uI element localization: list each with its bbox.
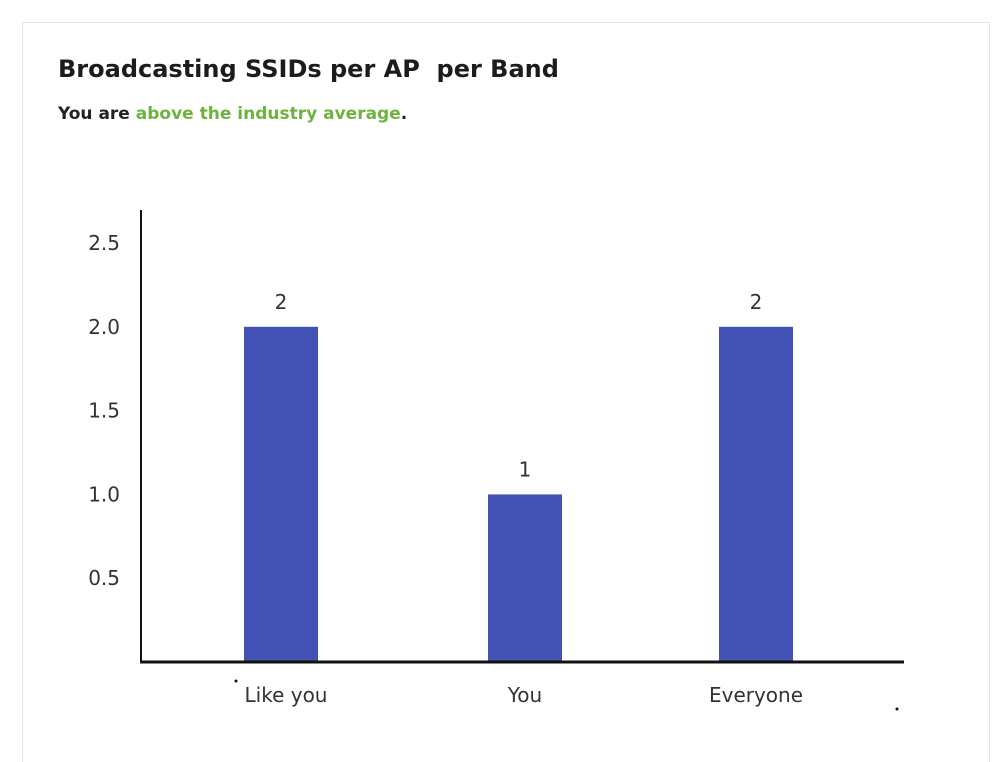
bar	[488, 494, 562, 662]
y-tick-label: 1.5	[88, 399, 120, 423]
data-labels: 2 1 2	[275, 290, 763, 482]
chart-subtitle: You are above the industry average.	[58, 104, 407, 124]
bar-chart: 0.5 1.0 1.5 2.0 2.5 2 1 2 Like you You Everyone	[88, 210, 904, 711]
stray-dot	[234, 679, 238, 683]
stray-dot	[895, 707, 899, 711]
y-tick-label: 1.0	[88, 482, 120, 506]
subtitle-suffix: .	[400, 104, 408, 124]
bar-value-label: 1	[519, 457, 532, 481]
subtitle-highlight: above the industry average	[135, 104, 401, 124]
bar-value-label: 2	[275, 290, 288, 314]
x-category-label: You	[507, 683, 542, 707]
y-tick-label: 2.0	[88, 315, 120, 339]
y-axis-ticks: 0.5 1.0 1.5 2.0 2.5	[88, 231, 120, 590]
bar-value-label: 2	[750, 290, 763, 314]
x-axis-labels: Like you You Everyone	[245, 683, 804, 707]
subtitle-prefix: You are	[58, 104, 136, 124]
bar	[719, 326, 793, 662]
bar	[244, 326, 318, 662]
chart-title: Broadcasting SSIDs per AP per Band	[58, 55, 559, 83]
bars	[244, 326, 793, 662]
y-tick-label: 2.5	[88, 231, 120, 255]
x-category-label: Like you	[245, 683, 328, 707]
y-tick-label: 0.5	[88, 566, 120, 590]
x-category-label: Everyone	[709, 683, 803, 707]
